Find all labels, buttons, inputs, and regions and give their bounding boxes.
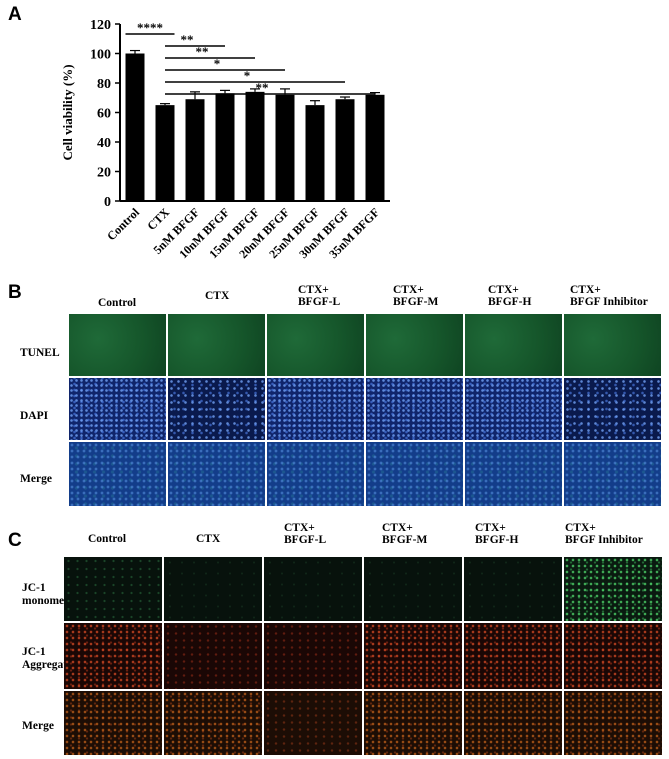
jc1-merge-image bbox=[364, 691, 462, 755]
merge-image bbox=[168, 442, 265, 506]
bar bbox=[335, 99, 355, 201]
row-label: Merge bbox=[20, 473, 52, 485]
bar bbox=[155, 105, 175, 201]
tunel-image bbox=[69, 314, 166, 376]
y-axis-title: Cell viability (%) bbox=[60, 64, 75, 160]
dapi-image bbox=[366, 378, 463, 440]
jc1-monomer-image bbox=[264, 557, 362, 621]
bar bbox=[305, 105, 325, 201]
dapi-image bbox=[168, 378, 265, 440]
jc1-monomer-image bbox=[464, 557, 562, 621]
tunel-image bbox=[564, 314, 661, 376]
bar bbox=[245, 91, 265, 201]
y-tick-label: 100 bbox=[90, 48, 111, 63]
column-header: CTX+ BFGF Inhibitor bbox=[570, 284, 648, 308]
dapi-image bbox=[69, 378, 166, 440]
merge-image bbox=[267, 442, 364, 506]
column-header: CTX+ BFGF Inhibitor bbox=[565, 522, 643, 546]
jc1-monomer-image bbox=[164, 557, 262, 621]
tunel-image bbox=[366, 314, 463, 376]
merge-image bbox=[69, 442, 166, 506]
viability-bar-chart: 0 20 40 60 80 100 120 Cell viability (%) Control… bbox=[60, 18, 390, 261]
tunel-image bbox=[465, 314, 562, 376]
row-label: JC-1 monomer bbox=[22, 582, 70, 607]
column-header: CTX bbox=[205, 290, 230, 302]
column-header: Control bbox=[98, 297, 137, 309]
tunel-image-grid bbox=[69, 314, 661, 506]
jc1-aggregate-image bbox=[464, 623, 562, 689]
significance-label: * bbox=[214, 56, 221, 71]
jc1-monomer-image bbox=[364, 557, 462, 621]
bar bbox=[185, 99, 205, 201]
column-header: Control bbox=[88, 533, 127, 545]
jc1-aggregate-image bbox=[164, 623, 262, 689]
jc1-merge-image bbox=[264, 691, 362, 755]
row-label: JC-1 Aggregate bbox=[22, 646, 73, 671]
column-header: CTX+ BFGF-M bbox=[393, 284, 439, 308]
column-header: CTX+ BFGF-M bbox=[382, 522, 428, 546]
dapi-image bbox=[564, 378, 661, 440]
panel-label-b: B bbox=[8, 282, 22, 303]
jc1-aggregate-image bbox=[364, 623, 462, 689]
jc1-aggregate-image bbox=[564, 623, 662, 689]
jc1-aggregate-image bbox=[264, 623, 362, 689]
significance-label: * bbox=[244, 68, 251, 83]
significance-label: ** bbox=[181, 32, 194, 47]
y-tick-label: 40 bbox=[97, 136, 111, 151]
significance-label: **** bbox=[137, 20, 163, 35]
row-label: DAPI bbox=[20, 410, 49, 422]
merge-image bbox=[366, 442, 463, 506]
column-header: CTX+ BFGF-H bbox=[488, 284, 532, 308]
bar bbox=[275, 94, 295, 201]
panel-label-c: C bbox=[8, 530, 22, 551]
bar bbox=[125, 53, 145, 201]
panel-label-a: A bbox=[8, 4, 22, 25]
jc1-monomer-image bbox=[564, 557, 662, 621]
merge-image bbox=[564, 442, 661, 506]
y-tick-label: 20 bbox=[97, 166, 111, 181]
y-tick-label: 120 bbox=[90, 18, 111, 33]
y-tick-label: 60 bbox=[97, 107, 111, 122]
row-label: TUNEL bbox=[20, 347, 60, 359]
column-header: CTX+ BFGF-L bbox=[284, 522, 327, 546]
jc1-merge-image bbox=[164, 691, 262, 755]
y-tick-label: 0 bbox=[104, 195, 111, 210]
jc1-merge-image bbox=[64, 691, 162, 755]
bar bbox=[365, 94, 385, 201]
jc1-merge-image bbox=[564, 691, 662, 755]
column-header: CTX+ BFGF-L bbox=[298, 284, 341, 308]
jc1-aggregate-image bbox=[64, 623, 162, 689]
row-label: Merge bbox=[22, 720, 54, 732]
tunel-image bbox=[267, 314, 364, 376]
merge-image bbox=[465, 442, 562, 506]
y-tick-label: 80 bbox=[97, 77, 111, 92]
jc1-monomer-image bbox=[64, 557, 162, 621]
column-header: CTX+ BFGF-H bbox=[475, 522, 519, 546]
bar bbox=[215, 93, 235, 201]
jc1-merge-image bbox=[464, 691, 562, 755]
dapi-image bbox=[465, 378, 562, 440]
jc1-image-grid bbox=[64, 557, 662, 755]
category-label: Control bbox=[104, 205, 142, 243]
column-header: CTX bbox=[196, 533, 221, 545]
significance-label: ** bbox=[256, 80, 269, 95]
significance-label: ** bbox=[196, 44, 209, 59]
tunel-image bbox=[168, 314, 265, 376]
dapi-image bbox=[267, 378, 364, 440]
